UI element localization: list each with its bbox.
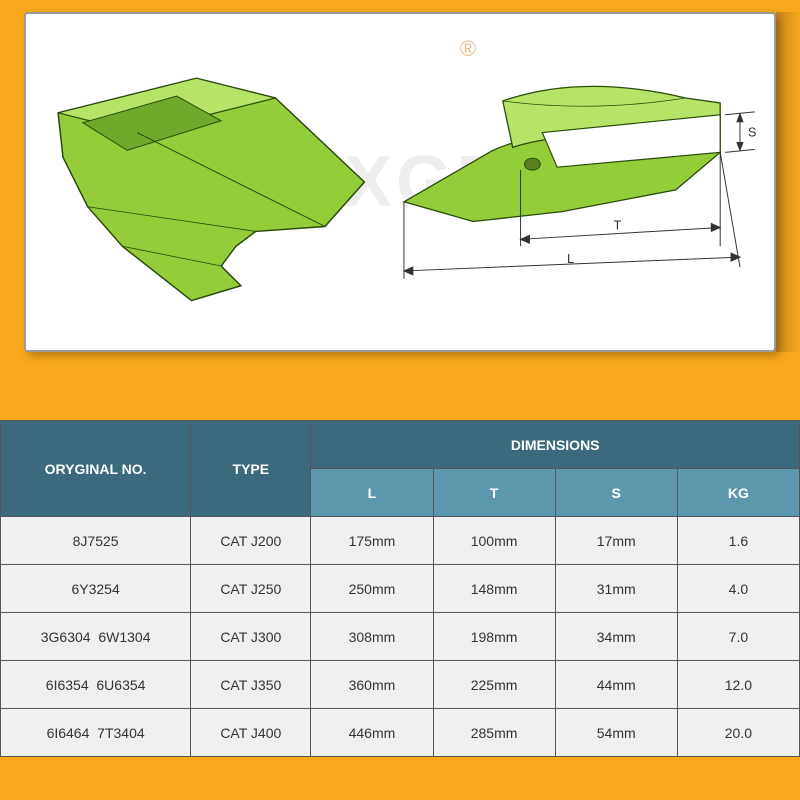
cell-t: 148mm: [433, 565, 555, 613]
cell-no: 6I6464 7T3404: [1, 709, 191, 757]
cell-type: CAT J400: [191, 709, 311, 757]
table-row: 6I6464 7T3404CAT J400446mm285mm54mm20.0: [1, 709, 800, 757]
cell-l: 308mm: [311, 613, 433, 661]
cell-no: 3G6304 6W1304: [1, 613, 191, 661]
cell-s: 17mm: [555, 517, 677, 565]
th-type: TYPE: [191, 421, 311, 517]
cell-kg: 20.0: [677, 709, 799, 757]
spec-table: ORYGINAL NO. TYPE DIMENSIONS L T S KG 8J…: [0, 420, 800, 757]
cell-no: 8J7525: [1, 517, 191, 565]
dim-label-t: T: [613, 217, 621, 232]
table-row: 6I6354 6U6354CAT J350360mm225mm44mm12.0: [1, 661, 800, 709]
cell-t: 285mm: [433, 709, 555, 757]
cell-kg: 4.0: [677, 565, 799, 613]
cell-s: 44mm: [555, 661, 677, 709]
cell-t: 100mm: [433, 517, 555, 565]
th-kg: KG: [677, 469, 799, 517]
cell-s: 34mm: [555, 613, 677, 661]
adapter-side-view: [404, 86, 720, 221]
table-row: 3G6304 6W1304CAT J300308mm198mm34mm7.0: [1, 613, 800, 661]
cell-type: CAT J300: [191, 613, 311, 661]
dim-label-s: S: [748, 125, 757, 140]
cell-l: 360mm: [311, 661, 433, 709]
spec-table-wrap: ORYGINAL NO. TYPE DIMENSIONS L T S KG 8J…: [0, 420, 800, 757]
spec-table-body: 8J7525CAT J200175mm100mm17mm1.66Y3254CAT…: [1, 517, 800, 757]
th-dimensions: DIMENSIONS: [311, 421, 800, 469]
cell-t: 198mm: [433, 613, 555, 661]
th-t: T: [433, 469, 555, 517]
adapter-iso-view: [58, 78, 364, 300]
cell-l: 175mm: [311, 517, 433, 565]
cell-s: 31mm: [555, 565, 677, 613]
th-original-no: ORYGINAL NO.: [1, 421, 191, 517]
cell-l: 250mm: [311, 565, 433, 613]
dim-label-l: L: [567, 251, 574, 266]
th-s: S: [555, 469, 677, 517]
th-l: L: [311, 469, 433, 517]
cell-kg: 1.6: [677, 517, 799, 565]
cell-type: CAT J250: [191, 565, 311, 613]
cell-t: 225mm: [433, 661, 555, 709]
part-diagram: S T L: [26, 14, 774, 350]
cell-kg: 12.0: [677, 661, 799, 709]
cell-l: 446mm: [311, 709, 433, 757]
table-row: 8J7525CAT J200175mm100mm17mm1.6: [1, 517, 800, 565]
panel-shadow: [776, 12, 800, 352]
cell-kg: 7.0: [677, 613, 799, 661]
cell-s: 54mm: [555, 709, 677, 757]
diagram-panel: NEXGEN ®: [24, 12, 776, 352]
cell-type: CAT J200: [191, 517, 311, 565]
cell-no: 6Y3254: [1, 565, 191, 613]
table-row: 6Y3254CAT J250250mm148mm31mm4.0: [1, 565, 800, 613]
cell-type: CAT J350: [191, 661, 311, 709]
cell-no: 6I6354 6U6354: [1, 661, 191, 709]
